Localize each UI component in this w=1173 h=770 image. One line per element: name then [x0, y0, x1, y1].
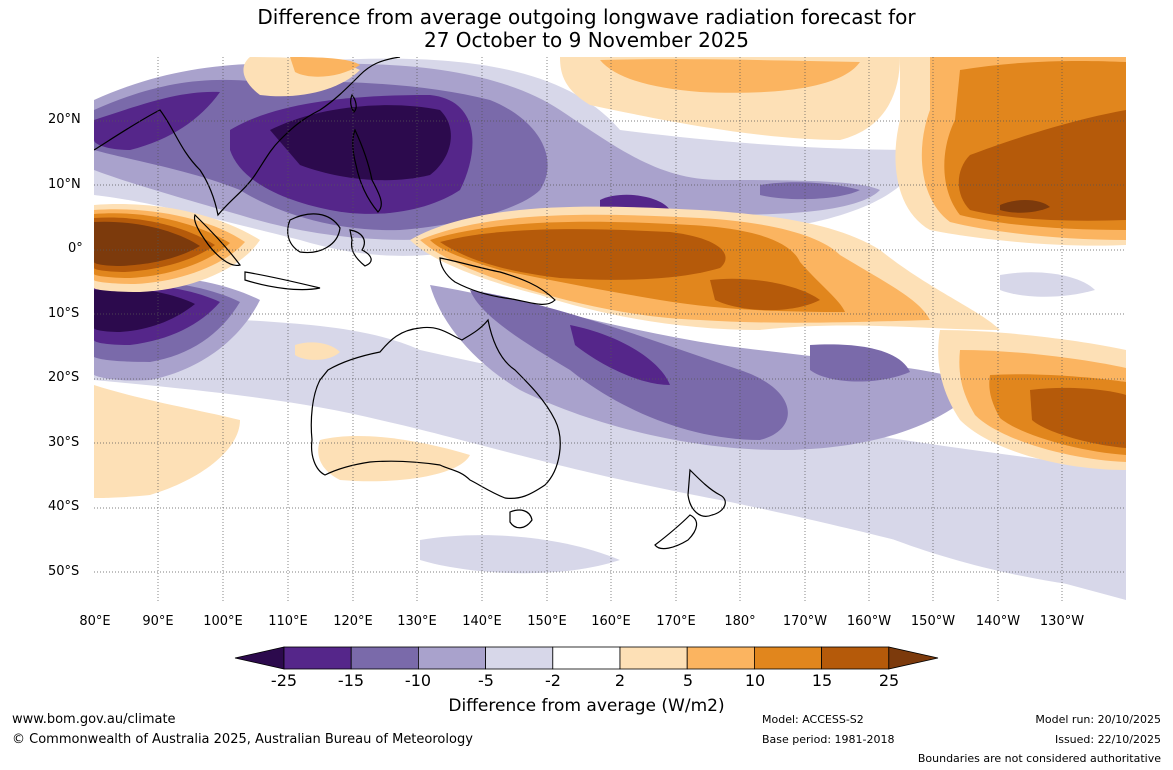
lon-label: 140°W [975, 614, 1021, 629]
anomaly-region [1000, 199, 1050, 213]
anomaly-region [760, 182, 860, 200]
anomaly-region [420, 535, 620, 574]
colorbar-tick-label: 5 [682, 671, 694, 690]
colorbar-tick-label: -25 [270, 671, 298, 690]
anomaly-region [810, 344, 910, 382]
australia-coastline [310, 318, 561, 500]
lon-label: 170°W [782, 614, 828, 629]
colorbar-segment [283, 646, 352, 670]
colorbar-segment [686, 646, 755, 670]
hainan-taiwan-coastline [350, 93, 357, 113]
lon-label: 150°E [527, 614, 567, 629]
lon-label: 170°E [656, 614, 696, 629]
lat-label: 0° [68, 241, 83, 256]
anomaly-region [94, 221, 200, 266]
colorbar-tick-label: 15 [811, 671, 833, 690]
colorbar-segment [417, 646, 486, 670]
lon-label: 100°E [203, 614, 243, 629]
anomaly-region [290, 57, 360, 77]
lon-label: 140°E [462, 614, 502, 629]
anomaly-region [440, 229, 726, 280]
java-coastline [244, 271, 321, 291]
footer-url[interactable]: www.bom.gov.au/climate [12, 712, 176, 727]
anomaly-region [570, 325, 670, 385]
lat-label: 50°S [48, 564, 80, 579]
colorbar-title: Difference from average (W/m2) [448, 696, 725, 716]
anomaly-region [295, 342, 340, 360]
lat-label: 30°S [48, 435, 80, 450]
anomaly-region [958, 110, 1126, 221]
colorbar-segment [485, 646, 554, 670]
tasmania-coastline [509, 509, 533, 529]
new-zealand-north-coastline [687, 468, 726, 517]
colorbar-arrow-high [888, 646, 939, 670]
graticule [94, 57, 1126, 603]
map-title-line-2: 27 October to 9 November 2025 [423, 28, 750, 52]
sulawesi-coastline [349, 229, 372, 267]
lat-label: 20°N [48, 112, 81, 127]
anomaly-region [94, 288, 195, 332]
lon-label: 130°W [1039, 614, 1085, 629]
lat-label: 40°S [48, 499, 80, 514]
lat-label: 10°N [48, 177, 81, 192]
footer-copyright: © Commonwealth of Australia 2025, Austra… [12, 732, 473, 747]
footer-issued: Issued: 22/10/2025 [1054, 733, 1161, 746]
new-guinea-coastline [439, 257, 556, 305]
lon-label: 80°E [79, 614, 111, 629]
colorbar-tick-label: -5 [478, 671, 494, 690]
footer-model: Model: ACCESS-S2 [762, 713, 864, 726]
anomaly-region [1030, 387, 1126, 448]
colorbar-tick-label: 2 [614, 671, 626, 690]
anomaly-region [94, 300, 1126, 600]
anomaly-region [1000, 272, 1095, 297]
lon-label: 180° [724, 614, 756, 629]
lon-label: 120°E [333, 614, 373, 629]
colorbar-segment [350, 646, 419, 670]
anomaly-region [710, 278, 820, 311]
map-title-line-1: Difference from average outgoing longwav… [257, 5, 916, 29]
footer-base-period: Base period: 1981-2018 [762, 733, 895, 746]
anomaly-region [600, 59, 860, 93]
lat-label: 20°S [48, 370, 80, 385]
colorbar-tick-label: 25 [878, 671, 900, 690]
colorbar-segment [619, 646, 688, 670]
colorbar [234, 646, 939, 670]
lon-label: 110°E [268, 614, 308, 629]
philippines-coastline [352, 128, 382, 213]
colorbar-segment [552, 646, 621, 670]
lon-label: 160°W [846, 614, 892, 629]
lon-label: 160°E [591, 614, 631, 629]
colorbar-tick-label: -10 [404, 671, 432, 690]
coastlines [94, 57, 726, 550]
anomaly-field [94, 57, 1126, 603]
footer-model-run: Model run: 20/10/2025 [1035, 713, 1161, 726]
new-zealand-south-coastline [654, 514, 698, 550]
colorbar-tick-label: -15 [337, 671, 365, 690]
colorbar-tick-label: 10 [744, 671, 766, 690]
lat-label: 10°S [48, 306, 80, 321]
colorbar-segment [821, 646, 890, 670]
colorbar-segment [754, 646, 823, 670]
colorbar-arrow-low [234, 646, 285, 670]
lon-label: 130°E [397, 614, 437, 629]
asia-mainland-coastline [94, 57, 401, 217]
anomaly-region [94, 385, 240, 498]
lon-label: 150°W [910, 614, 956, 629]
borneo-coastline [287, 213, 341, 254]
anomaly-region [318, 435, 470, 482]
colorbar-tick-label: -2 [545, 671, 561, 690]
lon-label: 90°E [142, 614, 174, 629]
sumatra-coastline [193, 213, 241, 266]
footer-disclaimer: Boundaries are not considered authoritat… [917, 752, 1161, 765]
